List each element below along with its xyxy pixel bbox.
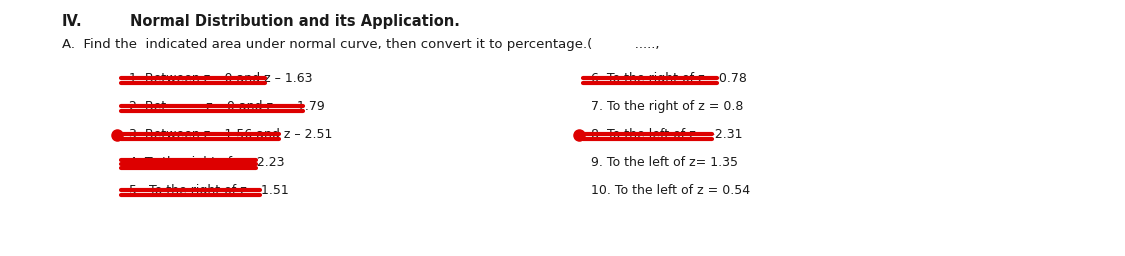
- Text: 2  Bet          z – 0 and z      1.79: 2 Bet z – 0 and z 1.79: [129, 100, 325, 113]
- Text: 9. To the left of z= 1.35: 9. To the left of z= 1.35: [591, 156, 738, 169]
- Text: 3  Between z – 1.56 and z – 2.51: 3 Between z – 1.56 and z – 2.51: [129, 128, 333, 141]
- Text: 7. To the right of z = 0.8: 7. To the right of z = 0.8: [591, 100, 742, 113]
- Text: 6. To the right of z – 0.78: 6. To the right of z – 0.78: [591, 72, 747, 85]
- Text: 4  To the right of z – 2.23: 4 To the right of z – 2.23: [129, 156, 285, 169]
- Text: 10. To the left of z = 0.54: 10. To the left of z = 0.54: [591, 184, 749, 197]
- Text: A.  Find the  indicated area under normal curve, then convert it to percentage.(: A. Find the indicated area under normal …: [62, 38, 659, 51]
- Text: 1  Between z – 0 and z – 1.63: 1 Between z – 0 and z – 1.63: [129, 72, 313, 85]
- Text: IV.: IV.: [62, 14, 82, 29]
- Text: 5.  To the right of z – 1.51: 5. To the right of z – 1.51: [129, 184, 289, 197]
- Text: Normal Distribution and its Application.: Normal Distribution and its Application.: [130, 14, 460, 29]
- Text: 8. To the left of z= -2.31: 8. To the left of z= -2.31: [591, 128, 742, 141]
